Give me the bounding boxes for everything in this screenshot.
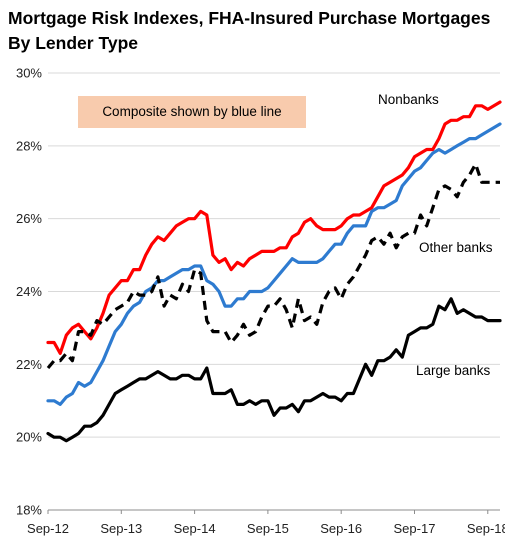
series-line-other-banks	[46, 162, 500, 370]
gridlines	[48, 72, 500, 511]
chart-title-line-1: Mortgage Risk Indexes, FHA-Insured Purch…	[8, 8, 491, 28]
series-line-composite	[46, 122, 502, 406]
series-lines	[46, 100, 502, 443]
composite-note: Composite shown by blue line	[102, 104, 282, 119]
label-other-banks: Other banks	[419, 240, 493, 255]
x-tick-label: Sep-16	[320, 521, 362, 536]
y-tick-label: 28%	[16, 138, 42, 153]
label-large-banks: Large banks	[416, 363, 491, 378]
x-tick-label: Sep-18	[467, 521, 505, 536]
axes: 18% 20% 22% 24% 26% 28% 30% Sep-12 Sep-13 Sep-14 S…	[16, 66, 505, 537]
chart-title: Mortgage Risk Indexes, FHA-Insured Purch…	[8, 6, 503, 56]
y-tick-label: 20%	[16, 430, 42, 445]
series-line-nonbanks	[46, 100, 502, 355]
y-tick-label: 22%	[16, 357, 42, 372]
label-nonbanks: Nonbanks	[378, 92, 439, 107]
x-tick-label: Sep-14	[174, 521, 216, 536]
y-tick-label: 24%	[16, 284, 42, 299]
x-tick-label: Sep-17	[394, 521, 436, 536]
chart-title-line-2: By Lender Type	[8, 33, 138, 53]
y-tick-label: 18%	[16, 503, 42, 518]
x-tick-label: Sep-12	[27, 521, 69, 536]
y-tick-label: 30%	[16, 66, 42, 81]
y-tick-label: 26%	[16, 211, 42, 226]
x-tick-label: Sep-15	[247, 521, 289, 536]
annotations: Nonbanks Other banks Large banks	[378, 92, 493, 378]
series-line-large-banks	[46, 297, 502, 443]
composite-note-box	[78, 96, 306, 128]
x-tick-label: Sep-13	[100, 521, 142, 536]
